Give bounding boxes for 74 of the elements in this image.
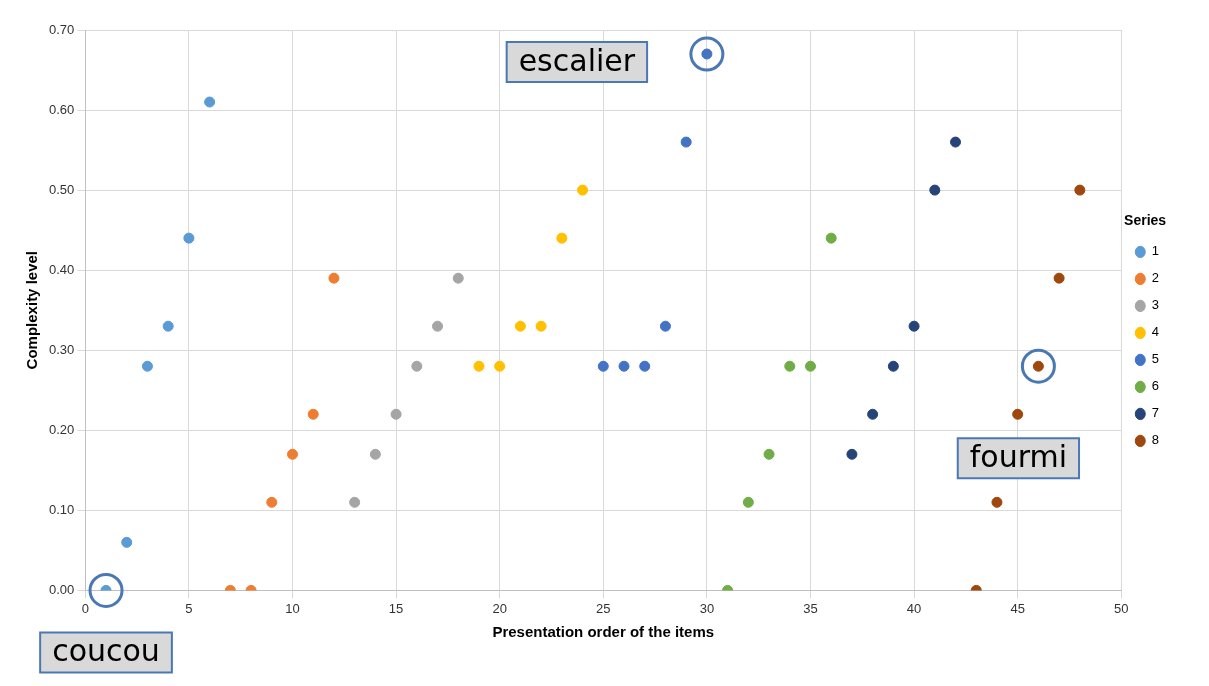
y-tick-label: 0.20 [48,421,75,437]
x-tick-label: 30 [699,600,715,616]
point [1053,272,1065,284]
point [639,360,651,372]
legend-label: 5 [1151,351,1159,367]
point [390,408,402,420]
x-tick-label: 0 [81,600,89,616]
point [929,184,941,196]
point [411,360,423,372]
point [742,496,754,508]
point [763,448,775,460]
point [556,232,568,244]
point [307,408,319,420]
annotation: escalier [518,42,636,78]
point [887,360,899,372]
y-tick-label: 0.40 [48,261,75,277]
point [328,272,340,284]
point [618,360,630,372]
y-tick-label: 0.00 [48,581,75,597]
point [659,320,671,332]
x-tick-label: 35 [803,600,818,616]
point [577,184,589,196]
x-tick-label: 25 [596,600,611,616]
point [266,496,278,508]
annotation: coucou [52,633,160,669]
y-tick-label: 0.50 [48,181,75,197]
point [950,136,962,148]
point [1074,184,1086,196]
point [804,360,816,372]
legend-title: Series [1124,212,1167,229]
x-tick-label: 40 [906,600,922,616]
x-tick-label: 5 [185,600,193,616]
point [991,496,1003,508]
legend-label: 8 [1151,432,1159,448]
legend-label: 7 [1151,405,1159,421]
point [494,360,506,372]
point [825,232,837,244]
point [846,448,858,460]
point [369,448,381,460]
legend-label: 6 [1151,378,1159,394]
point [452,272,464,284]
point [784,360,796,372]
point [473,360,485,372]
point [287,448,298,460]
x-tick-label: 45 [1010,600,1025,616]
y-tick-label: 0.10 [48,501,75,517]
legend-label: 4 [1151,324,1159,340]
point [432,320,444,332]
y-tick-label: 0.60 [48,101,75,117]
legend-label: 3 [1151,297,1159,313]
annotation: fourmi [969,439,1068,475]
point [162,320,174,332]
y-tick-label: 0.70 [48,21,75,37]
legend-label: 1 [1151,243,1159,259]
point [183,232,195,244]
point [680,136,692,148]
point [121,536,133,548]
point [349,496,361,508]
x-axis-title: Presentation order of the items [492,623,715,641]
point [141,360,153,372]
legend-label: 2 [1151,270,1159,286]
x-tick-label: 15 [388,600,404,616]
point [535,320,547,332]
x-tick-label: 20 [492,600,507,616]
y-axis-title: Complexity level [23,251,41,370]
point [867,408,879,420]
point [514,320,526,332]
point [597,360,609,372]
point [908,320,920,332]
point [1012,408,1024,420]
x-tick-label: 50 [1114,600,1129,616]
y-tick-label: 0.30 [48,341,75,357]
point [204,96,216,108]
x-tick-label: 10 [285,600,300,616]
